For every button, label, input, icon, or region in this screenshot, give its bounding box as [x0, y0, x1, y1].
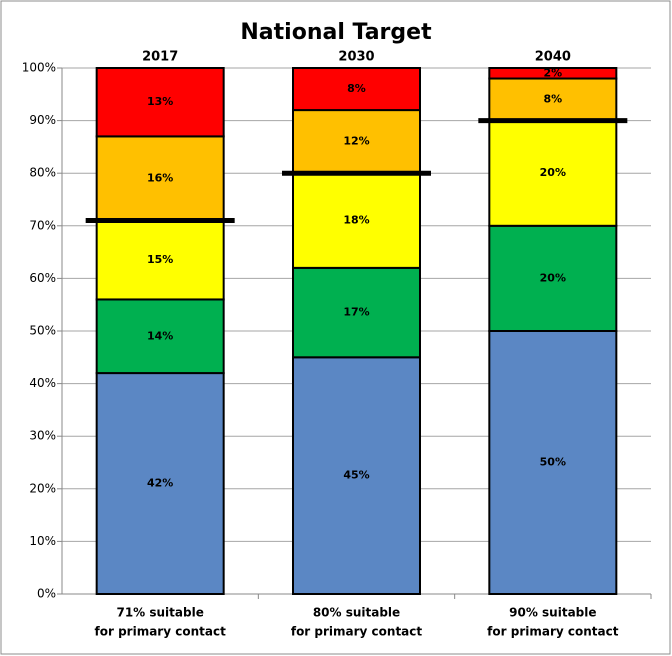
y-tick-label: 20%	[29, 481, 56, 495]
value-label: 15%	[147, 253, 173, 266]
x-tick-label: for primary contact	[487, 625, 619, 639]
bar-segment	[488, 330, 618, 595]
bar-segment	[292, 172, 421, 269]
bar-segment	[95, 298, 225, 375]
value-label: 20%	[540, 166, 566, 179]
y-tick-label: 70%	[29, 218, 56, 232]
y-tick-label: 50%	[29, 324, 56, 338]
value-label: 50%	[540, 456, 566, 469]
value-label: 20%	[540, 271, 566, 284]
x-tick-label: 71% suitable	[116, 606, 203, 620]
bar-segment	[292, 266, 421, 359]
y-tick-label: 0%	[37, 587, 56, 601]
value-label: 14%	[147, 329, 173, 342]
y-tick-label: 40%	[29, 376, 56, 390]
value-label: 42%	[147, 477, 173, 490]
bar-segment	[95, 67, 225, 138]
y-tick-label: 10%	[29, 534, 56, 548]
value-label: 8%	[347, 82, 366, 95]
bar-segment	[95, 219, 225, 301]
value-label: 45%	[343, 469, 369, 482]
bar-segment	[292, 356, 421, 595]
value-label: 16%	[147, 171, 173, 184]
bar-segment	[488, 67, 618, 80]
value-label: 2%	[543, 66, 562, 79]
bar-segment	[488, 119, 618, 227]
value-label: 18%	[343, 214, 369, 227]
column-title: 2017	[142, 50, 178, 65]
value-label: 17%	[343, 306, 369, 319]
value-label: 8%	[543, 93, 562, 106]
y-tick-label: 80%	[29, 166, 56, 180]
x-tick-label: for primary contact	[95, 625, 227, 639]
column-title: 2030	[338, 50, 374, 65]
chart-title: National Target	[240, 20, 432, 45]
bar-segment	[292, 109, 421, 175]
column-title: 2040	[535, 50, 571, 65]
bar-segment	[95, 135, 225, 222]
bar-segment	[292, 67, 421, 112]
value-label: 13%	[147, 95, 173, 108]
y-tick-label: 100%	[22, 61, 56, 75]
y-tick-label: 60%	[29, 271, 56, 285]
x-tick-label: 80% suitable	[313, 606, 400, 620]
y-tick-label: 30%	[29, 429, 56, 443]
bar-segment	[488, 224, 618, 332]
value-label: 12%	[343, 135, 369, 148]
y-tick-label: 90%	[29, 113, 56, 127]
x-tick-label: 90% suitable	[509, 606, 596, 620]
x-tick-label: for primary contact	[291, 625, 423, 639]
bar-segment	[95, 372, 225, 595]
